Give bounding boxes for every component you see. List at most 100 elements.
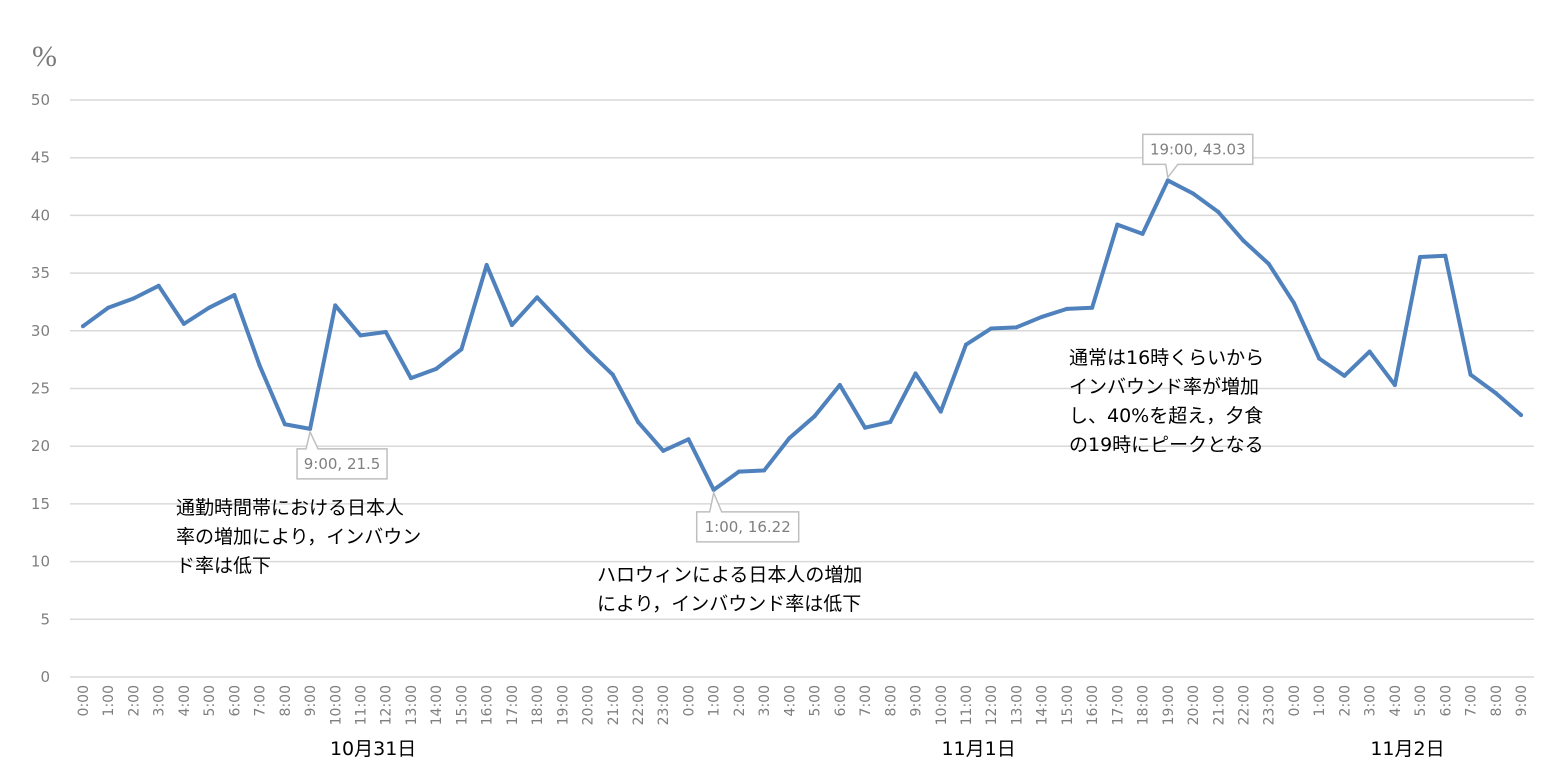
data-point — [1519, 413, 1523, 418]
x-tick-label: 22:00 — [1236, 685, 1252, 725]
gridlines — [70, 99, 1534, 678]
x-tick-label: 6:00 — [227, 685, 243, 716]
data-point — [1468, 372, 1473, 377]
data-point — [1266, 261, 1271, 266]
data-point — [207, 305, 212, 310]
data-label-callout: 19:00, 43.03 — [1142, 133, 1254, 180]
x-tick-label: 13:00 — [404, 685, 420, 725]
date-group-labels: 10月31日 11月1日 11月2日 — [330, 738, 1445, 760]
x-tick-label: 11:00 — [354, 685, 370, 725]
annotation-line: し、40%を超え，夕食 — [1069, 405, 1263, 427]
data-point — [1039, 314, 1044, 319]
x-tick-label: 7:00 — [1464, 685, 1480, 716]
x-tick-label: 13:00 — [1009, 685, 1025, 725]
data-point — [1317, 356, 1322, 361]
x-tick-label: 19:00 — [555, 685, 571, 725]
x-tick-label: 14:00 — [1035, 685, 1051, 725]
x-tick-label: 3:00 — [757, 685, 773, 716]
y-tick-label: 30 — [31, 322, 50, 340]
data-point — [1014, 325, 1019, 330]
x-tick-label: 6:00 — [833, 685, 849, 716]
data-point — [863, 425, 868, 430]
x-tick-label: 5:00 — [808, 685, 824, 716]
data-label-callout: 9:00, 21.5 — [296, 429, 388, 480]
x-tick-label: 4:00 — [177, 685, 193, 716]
annotation-text: 通常は16時くらいからインバウンド率が増加し、40%を超え，夕食の19時にピーク… — [1069, 347, 1264, 456]
x-tick-label: 3:00 — [1363, 685, 1379, 716]
data-point — [1342, 373, 1347, 378]
data-point — [1064, 306, 1069, 311]
x-tick-label: 9:00 — [1514, 685, 1530, 716]
data-point — [888, 419, 893, 424]
x-tick-label: 17:00 — [505, 685, 521, 725]
x-tick-label: 1:00 — [707, 685, 723, 716]
annotation-line: ハロウィンによる日本人の増加 — [597, 564, 862, 586]
x-tick-label: 17:00 — [1110, 685, 1126, 725]
data-point — [333, 303, 338, 308]
x-tick-label: 16:00 — [1085, 685, 1101, 725]
x-tick-label: 18:00 — [1136, 685, 1152, 725]
data-point — [156, 283, 161, 288]
x-tick-label: 2:00 — [1337, 685, 1353, 716]
data-point — [257, 363, 262, 368]
x-tick-label: 18:00 — [530, 685, 546, 725]
data-label-callout: 1:00, 16.22 — [695, 490, 800, 543]
data-point — [1140, 231, 1145, 236]
y-tick-labels: 0 5 10 15 20 25 30 35 40 45 50 — [31, 91, 50, 686]
x-tick-label: 9:00 — [909, 685, 925, 716]
data-point — [1291, 301, 1296, 306]
annotation-line: 通常は16時くらいから — [1069, 347, 1264, 369]
data-point — [963, 342, 968, 347]
data-point — [308, 426, 313, 431]
data-label-callouts: 9:00, 21.5 1:00, 16.22 19:00, 43.03 — [296, 133, 1254, 543]
data-point — [1241, 238, 1246, 243]
data-point — [989, 326, 994, 331]
x-tick-label: 20:00 — [581, 685, 597, 725]
data-point — [1418, 254, 1423, 259]
data-point — [282, 422, 287, 427]
data-label-text: 9:00, 21.5 — [304, 455, 381, 473]
x-tick-label: 0:00 — [76, 685, 92, 716]
x-tick-label: 4:00 — [782, 685, 798, 716]
data-point — [459, 347, 464, 352]
x-tick-labels: 0:00 1:00 2:00 3:00 4:00 5:00 6:00 7:00 8:00 9:00… — [76, 685, 1530, 725]
x-tick-label: 14:00 — [429, 685, 445, 725]
x-tick-label: 21:00 — [606, 685, 622, 725]
data-label-text: 19:00, 43.03 — [1150, 140, 1246, 158]
x-tick-label: 8:00 — [1489, 685, 1505, 716]
x-tick-label: 5:00 — [1413, 685, 1429, 716]
data-label-text: 1:00, 16.22 — [705, 518, 791, 536]
x-tick-label: 6:00 — [1438, 685, 1454, 716]
data-point — [610, 372, 615, 377]
data-point — [812, 414, 817, 419]
data-point — [1216, 209, 1221, 214]
data-point — [787, 436, 792, 441]
data-point — [181, 321, 186, 326]
data-points — [81, 178, 1523, 492]
data-point — [560, 321, 565, 326]
data-point — [1493, 391, 1498, 396]
data-point — [913, 371, 918, 376]
y-tick-label: 35 — [31, 264, 50, 282]
x-tick-label: 16:00 — [480, 685, 496, 725]
x-tick-label: 7:00 — [253, 685, 269, 716]
x-tick-label: 19:00 — [1161, 685, 1177, 725]
date-group-label: 10月31日 — [330, 738, 416, 760]
x-tick-label: 5:00 — [202, 685, 218, 716]
y-tick-label: 15 — [31, 495, 50, 513]
data-point — [661, 448, 666, 453]
y-axis-unit-label: % — [32, 40, 57, 73]
annotation-line: ド率は低下 — [176, 555, 271, 577]
y-tick-label: 5 — [40, 610, 50, 628]
x-tick-label: 4:00 — [1388, 685, 1404, 716]
annotation-line: 率の増加により，インバウン — [176, 526, 421, 548]
x-tick-label: 1:00 — [101, 685, 117, 716]
data-point — [1191, 191, 1196, 196]
x-tick-label: 1:00 — [1312, 685, 1328, 716]
data-point — [484, 263, 489, 268]
x-tick-label: 0:00 — [1287, 685, 1303, 716]
data-point — [535, 295, 540, 300]
